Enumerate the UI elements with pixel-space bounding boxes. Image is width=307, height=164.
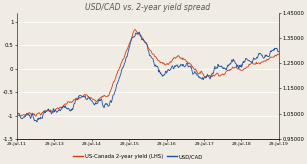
Title: USD/CAD vs. 2-year yield spread: USD/CAD vs. 2-year yield spread [85,3,211,12]
Legend: US-Canada 2-year yield (LHS), USD/CAD: US-Canada 2-year yield (LHS), USD/CAD [71,152,205,161]
